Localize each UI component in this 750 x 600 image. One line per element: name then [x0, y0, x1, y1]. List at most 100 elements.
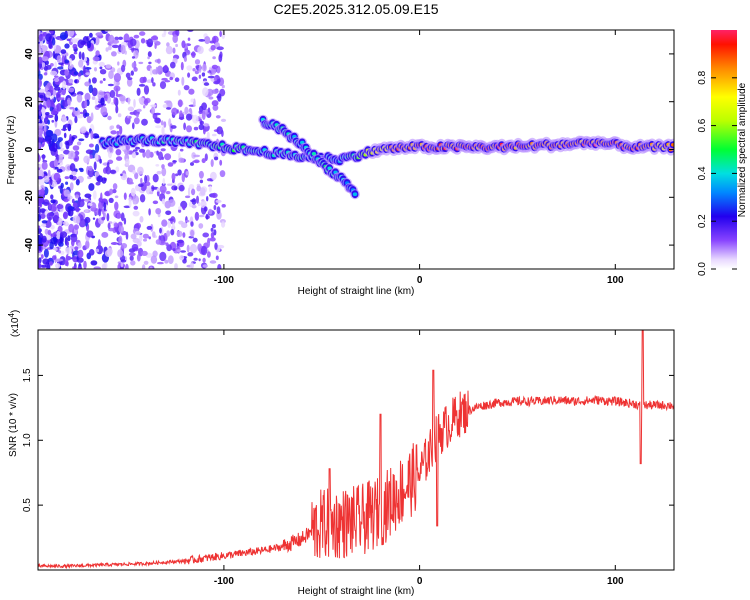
- spectrogram-noise-cell: [62, 221, 66, 225]
- spectrogram-noise-cell: [205, 213, 209, 220]
- spectrogram-noise-cell: [148, 61, 152, 65]
- spectrogram-noise-cell: [89, 32, 93, 38]
- spectrogram-noise-cell: [175, 43, 179, 48]
- spectrogram-noise-cell: [88, 249, 95, 256]
- spectrogram-panel: -100 0 100 -40 -20 0 20 40 Height of straight …: [6, 29, 675, 297]
- spectrogram-noise-cell: [79, 168, 84, 173]
- spectrogram-noise-cell: [206, 239, 211, 248]
- spectrogram-noise-cell: [94, 98, 98, 106]
- spectrogram-noise-cell: [127, 106, 135, 112]
- spectrogram-noise-cell: [120, 259, 127, 263]
- spectrogram-noise-cell: [53, 172, 61, 181]
- spectrogram-noise-cell: [182, 205, 186, 211]
- spectrogram-noise-cell: [174, 263, 178, 269]
- spectrogram-noise-cell: [57, 97, 65, 101]
- spectrogram-noise-cell: [67, 97, 71, 106]
- spectrogram-noise-cell: [104, 249, 112, 257]
- chart-title: C2E5.2025.312.05.09.E15: [273, 1, 438, 17]
- snr-y-tick-label: 1.5: [22, 368, 33, 382]
- spectrogram-y-tick-label: 0: [24, 146, 35, 152]
- spectrogram-noise-cell: [167, 162, 174, 167]
- spectrogram-noise-cell: [117, 249, 124, 258]
- spectrogram-noise-cell: [207, 251, 211, 258]
- spectrogram-noise-cell: [182, 232, 186, 238]
- spectrogram-noise-cell: [179, 148, 184, 152]
- spectrogram-noise-cell: [202, 257, 206, 263]
- spectrogram-noise-cell: [56, 55, 62, 63]
- spectrogram-noise-cell: [95, 143, 100, 153]
- spectrogram-noise-cell: [106, 96, 112, 104]
- spectrogram-y-tick-label: -20: [24, 190, 35, 205]
- spectrogram-noise-cell: [143, 98, 149, 106]
- spectrogram-noise-cell: [178, 209, 182, 213]
- spectrogram-noise-cell: [131, 56, 136, 59]
- spectrogram-noise-cell: [198, 258, 201, 262]
- spectrogram-noise-cell: [46, 212, 54, 221]
- spectrogram-noise-cell: [86, 116, 92, 124]
- spectrogram-noise-cell: [120, 173, 123, 177]
- spectrogram-noise-cell: [50, 194, 54, 200]
- spectrogram-noise-cell: [95, 181, 101, 186]
- spectrogram-noise-cell: [38, 110, 42, 117]
- spectrogram-noise-cell: [212, 56, 216, 60]
- spectrogram-noise-cell: [200, 245, 208, 256]
- spectrogram-noise-cell: [152, 173, 159, 183]
- spectrogram-noise-cell: [41, 235, 47, 243]
- spectrogram-noise-cell: [125, 263, 129, 269]
- spectrogram-noise-cell: [170, 229, 175, 236]
- spectrogram-noise-cell: [206, 178, 213, 182]
- spectrogram-noise-cell: [142, 151, 146, 158]
- spectrogram-noise-cell: [168, 218, 174, 222]
- spectrogram-noise-cell: [176, 109, 179, 114]
- spectrogram-noise-cell: [96, 104, 103, 108]
- spectrogram-noise-cell: [178, 157, 185, 163]
- colorbar-tick-label: 0.0: [697, 262, 708, 276]
- spectrogram-noise-cell: [202, 63, 207, 72]
- spectrogram-noise-cell: [84, 209, 89, 213]
- spectrogram-noise-cell: [151, 77, 154, 84]
- spectrogram-noise-cell: [210, 227, 214, 232]
- spectrogram-noise-cell: [46, 99, 51, 109]
- spectrogram-noise-cell: [130, 187, 136, 197]
- spectrogram-noise-cell: [165, 190, 171, 195]
- spectrogram-noise-cell: [156, 170, 162, 175]
- spectrogram-noise-cell: [214, 242, 218, 250]
- spectrogram-noise-cell: [168, 199, 176, 207]
- spectrogram-noise-cell: [43, 248, 49, 258]
- spectrogram-noise-cell: [120, 44, 126, 55]
- spectrogram-noise-cell: [155, 164, 160, 167]
- spectrogram-noise-cell: [128, 198, 132, 208]
- spectrogram-noise-cell: [216, 46, 224, 51]
- spectrogram-noise-cell: [53, 159, 58, 166]
- spectrogram-noise-cell: [172, 248, 176, 252]
- spectrogram-noise-cell: [138, 97, 145, 103]
- spectrogram-noise-cell: [69, 174, 74, 180]
- spectrogram-noise-cell: [204, 153, 208, 161]
- spectrogram-noise-cell: [121, 64, 126, 73]
- spectrogram-noise-cell: [201, 158, 206, 164]
- spectrogram-noise-cell: [129, 255, 134, 261]
- spectrogram-noise-cell: [179, 255, 185, 261]
- spectrogram-noise-cell: [221, 204, 226, 208]
- spectrogram-noise-cell: [192, 114, 199, 124]
- spectrogram-noise-cell: [109, 169, 117, 174]
- spectrogram-noise-cell: [185, 171, 189, 176]
- spectrogram-noise-cell: [139, 233, 143, 242]
- spectrogram-noise-cell: [89, 154, 93, 159]
- spectrogram-noise-cell: [91, 77, 97, 84]
- spectrogram-noise-cell: [59, 141, 63, 148]
- spectrogram-noise-cell: [183, 257, 187, 261]
- spectrogram-noise-cell: [47, 229, 52, 236]
- spectrogram-noise-cell: [71, 239, 75, 247]
- spectrogram-noise-cell: [86, 230, 94, 238]
- spectrogram-noise-cell: [150, 106, 156, 115]
- spectrogram-noise-cell: [154, 43, 157, 49]
- spectrogram-noise-cell: [44, 60, 49, 66]
- spectrogram-noise-cell: [59, 231, 68, 238]
- spectrogram-noise-cell: [136, 87, 141, 96]
- spectrogram-noise-cell: [143, 238, 147, 242]
- spectrogram-ridge-core: [671, 143, 674, 147]
- spectrogram-noise-cell: [101, 177, 107, 184]
- spectrogram-noise-cell: [77, 266, 83, 269]
- spectrogram-noise-cell: [112, 183, 118, 190]
